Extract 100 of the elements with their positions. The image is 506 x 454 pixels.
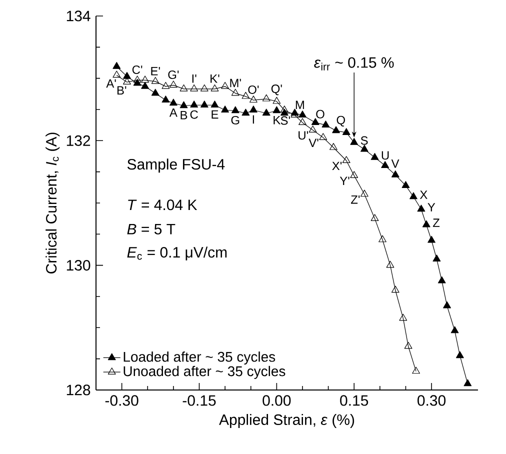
point [200,84,208,92]
annotation: U [382,151,389,160]
point [456,351,464,358]
annotation: X [420,190,428,199]
point [162,82,170,89]
y-axis-title: Critical Current, I$_{c}$ (A) [46,132,60,274]
point [464,379,472,386]
point [280,108,288,116]
point [428,236,436,243]
annotation: K' [210,74,220,83]
point [133,76,142,83]
legend-label: Loaded after ~ 35 cycles [124,352,276,365]
annotation: I [252,115,254,124]
y-tick-label: 132 [66,135,90,146]
annotation: V' [308,138,318,147]
point [360,190,368,197]
legend-label: Unoaded after ~ 35 cycles [124,366,286,379]
point [123,78,131,84]
point [319,133,328,140]
point [322,120,330,128]
point [378,235,386,242]
point [370,152,379,160]
point [262,94,270,102]
point [298,110,306,118]
point [342,128,350,135]
point [200,100,208,108]
point [432,254,441,262]
point [381,161,390,168]
point [151,88,160,96]
annotation: E$_{c}$ = 0.1 μV/cm [127,246,227,260]
point [311,118,320,125]
point [180,84,188,92]
point [112,70,121,78]
point [250,106,258,113]
annotation: X' [332,162,342,170]
point [272,96,281,104]
point [391,170,400,178]
x-tick-label: 0.00 [262,395,291,406]
point [404,342,412,349]
annotation: V [391,159,400,168]
annotation: O' [248,85,259,94]
annotation: S [360,136,368,145]
point [417,204,426,212]
point [399,314,408,321]
point [332,126,340,134]
point [330,143,338,150]
point [350,138,358,145]
point [231,106,240,114]
annotation: B [180,110,188,120]
point [450,326,459,334]
annotation: Sample FSU-4 [127,158,225,173]
x-tick-label: -0.30 [105,395,138,406]
annotation: A' [106,79,116,88]
annotation: T = 4.04 K [128,200,198,210]
point [422,220,430,228]
point [370,214,379,221]
y-tick-label: 134 [66,10,90,22]
annotation: M [296,100,304,110]
point [141,82,149,89]
point [443,301,451,308]
annotation: E [212,110,218,119]
point [162,96,170,103]
annotation: Y' [340,176,350,186]
point [151,76,160,84]
annotation: I' [192,74,196,83]
annotation: ε$_{irr}$ ~ 0.15 % [314,57,394,70]
annotation: C' [132,66,142,74]
annotation: K [274,116,281,124]
point [402,181,410,188]
point [350,171,358,178]
point [386,260,394,268]
point [308,126,317,132]
point [180,101,188,108]
point [123,72,131,79]
annotation: B = 5 T [127,224,176,234]
annotation: Q [336,116,345,126]
point [169,98,178,106]
point [262,108,270,116]
annotation: G [231,116,240,124]
point [190,100,198,108]
annotation: G' [168,70,179,79]
point [221,82,229,89]
point [438,276,446,284]
point [391,286,400,293]
annotation: B' [117,86,126,95]
point [298,118,306,125]
annotation: A [169,108,178,117]
y-tick-label: 128 [66,384,90,396]
x-tick-label: -0.15 [182,395,216,406]
annotation: Y [428,203,436,212]
point [190,84,198,92]
point [342,156,350,164]
x-axis-title: Applied Strain, ε (%) [219,414,354,428]
point [280,106,288,113]
point [242,108,250,116]
annotation: Z' [350,195,360,204]
point [231,88,240,96]
point [221,106,229,113]
annotation: U' [298,131,308,140]
point [272,106,281,114]
